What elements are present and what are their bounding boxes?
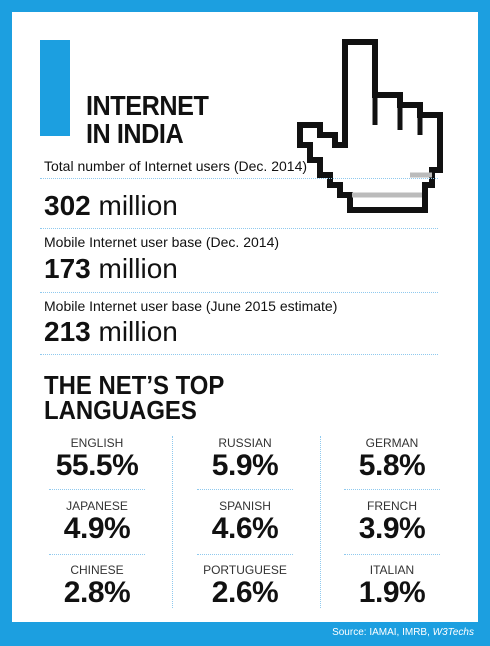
language-share: 2.8% — [63, 576, 131, 609]
stat-unit: million — [98, 253, 178, 284]
stat-value: 213 million — [44, 316, 178, 348]
separator — [344, 489, 440, 490]
cursor-outline — [297, 39, 443, 213]
source-text: Source: IAMAI, IMRB, — [332, 627, 430, 638]
accent-bar — [40, 40, 70, 136]
separator — [40, 228, 438, 229]
language-share: 4.6% — [211, 512, 279, 545]
title-line: INTERNET — [86, 90, 209, 121]
separator — [344, 554, 440, 555]
language-name: RUSSIAN — [218, 436, 272, 450]
separator — [197, 554, 293, 555]
separator — [49, 554, 145, 555]
language-name: CHINESE — [70, 563, 124, 577]
language-share: 3.9% — [358, 512, 426, 545]
separator — [40, 292, 438, 293]
source-italic: W3Techs — [432, 627, 474, 638]
separator — [197, 489, 293, 490]
stat-unit: million — [98, 190, 178, 221]
language-share: 4.9% — [63, 512, 131, 545]
language-share: 2.6% — [211, 576, 279, 609]
stat-number: 213 — [44, 316, 91, 347]
stat-unit: million — [98, 316, 178, 347]
title-line: IN INDIA — [86, 118, 184, 149]
separator — [40, 354, 438, 355]
cursor-shade — [352, 172, 432, 198]
stat-label: Mobile Internet user base (Dec. 2014) — [44, 234, 280, 250]
section-heading: LANGUAGES — [44, 395, 197, 425]
separator — [320, 436, 321, 608]
cursor-finger-lines — [372, 95, 423, 135]
section-heading: THE NET’S TOP — [44, 370, 225, 400]
language-name: JAPANESE — [66, 499, 128, 513]
language-name: PORTUGUESE — [203, 563, 287, 577]
language-name: SPANISH — [219, 499, 271, 513]
separator — [172, 436, 173, 608]
source: Source: IAMAI, IMRB, W3Techs — [332, 627, 474, 638]
language-share: 5.9% — [211, 449, 279, 482]
stat-number: 173 — [44, 253, 91, 284]
stat-value: 302 million — [44, 190, 178, 222]
cursor-icon — [297, 39, 443, 213]
stat-label: Total number of Internet users (Dec. 201… — [44, 158, 308, 174]
stat-number: 302 — [44, 190, 91, 221]
language-name: ENGLISH — [70, 436, 124, 450]
language-name: GERMAN — [365, 436, 419, 450]
language-share: 5.8% — [358, 449, 426, 482]
language-name: FRENCH — [367, 499, 417, 513]
separator — [49, 489, 145, 490]
stat-value: 173 million — [44, 253, 178, 285]
language-share: 1.9% — [358, 576, 426, 609]
language-share: 55.5% — [55, 449, 139, 482]
stat-label: Mobile Internet user base (June 2015 est… — [44, 298, 338, 314]
separator — [40, 178, 438, 179]
language-name: ITALIAN — [369, 563, 415, 577]
